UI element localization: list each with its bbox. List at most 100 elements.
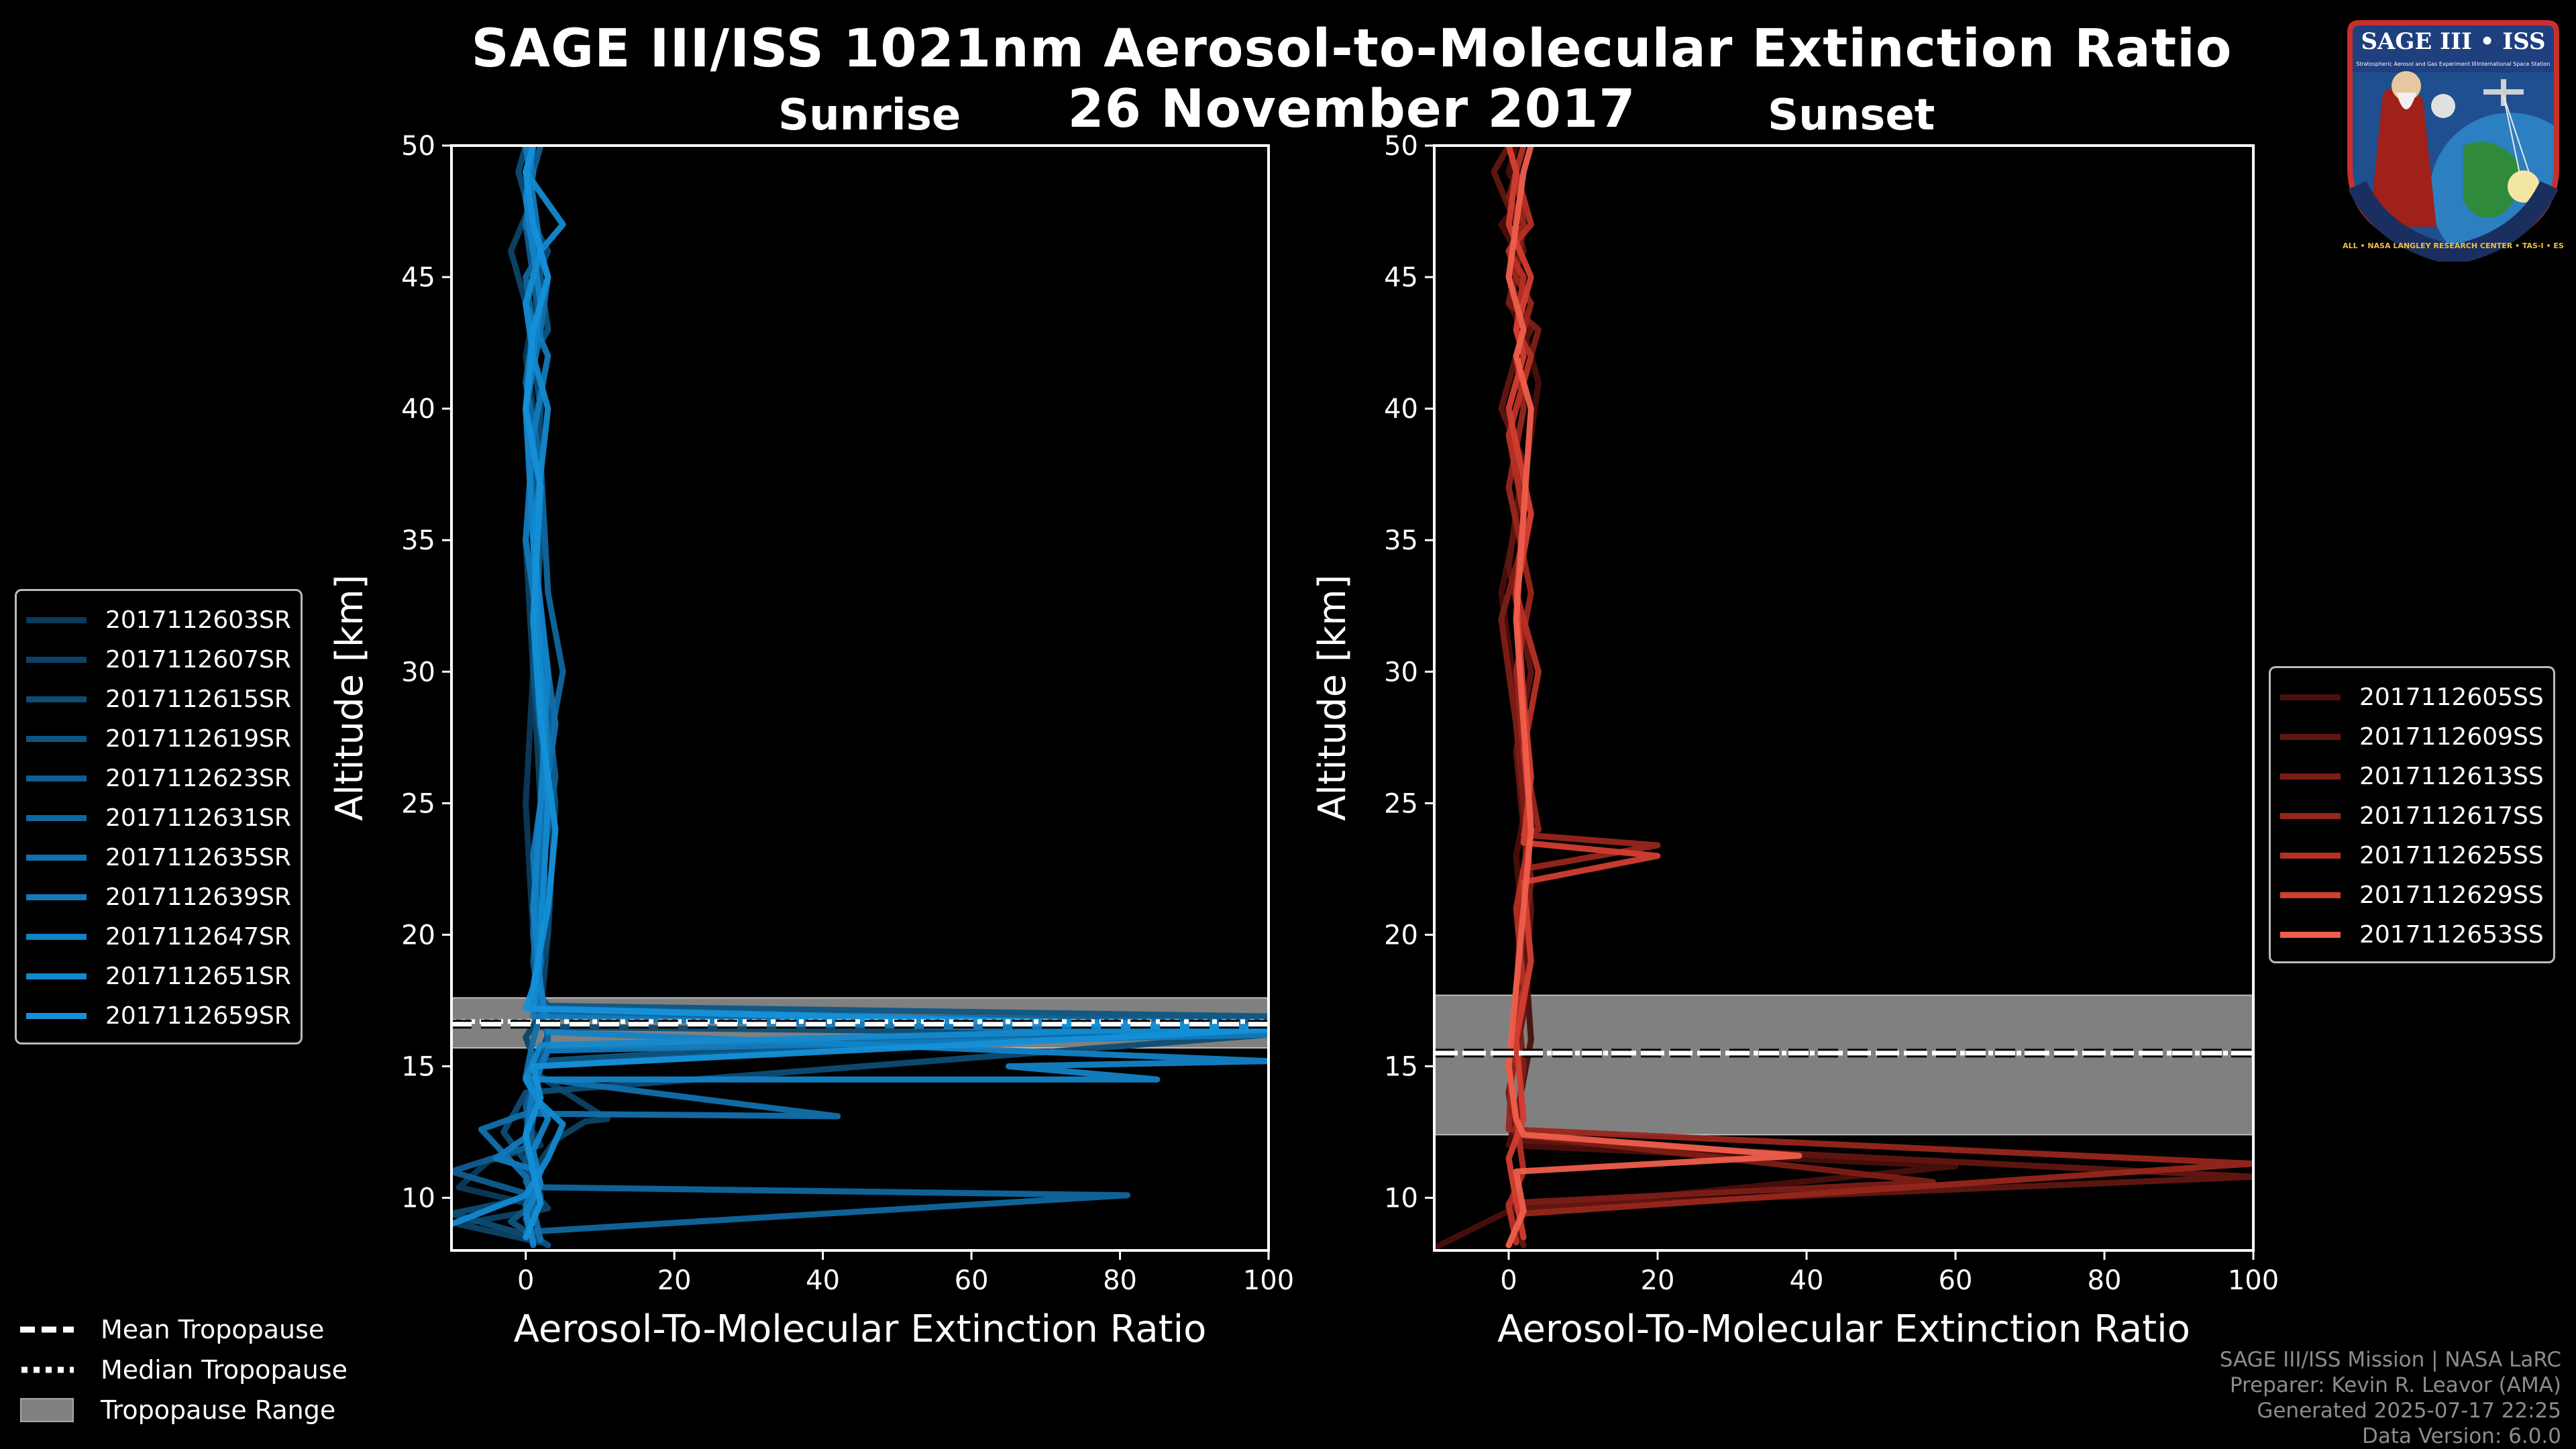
legend-item-2017112603SR: 2017112603SR <box>26 600 291 640</box>
sunset-tropopause-range <box>1434 994 2253 1136</box>
tropopause-legend: Mean Tropopause Median Tropopause Tropop… <box>20 1309 347 1430</box>
sunset-x-tick-label: 80 <box>2088 1265 2122 1296</box>
legend-item-2017112615SR: 2017112615SR <box>26 680 291 719</box>
legend-item-2017112617SS: 2017112617SS <box>2280 796 2544 836</box>
sunrise-x-tick-label: 100 <box>1243 1265 1294 1296</box>
legend-item-2017112623SR: 2017112623SR <box>26 759 291 798</box>
badge-ring-text: BALL • NASA LANGLEY RESEARCH CENTER • TA… <box>2343 241 2564 250</box>
sunset-x-tick-label: 0 <box>1500 1265 1517 1296</box>
legend-median-tropopause: Median Tropopause <box>20 1350 347 1390</box>
legend-label: 2017112605SS <box>2359 684 2544 711</box>
sunset-legend: 2017112605SS 2017112609SS 2017112613SS 2017… <box>2269 666 2555 963</box>
sunset-x-tick-label: 60 <box>1939 1265 1973 1296</box>
legend-item-2017112613SS: 2017112613SS <box>2280 757 2544 796</box>
sunset-y-tick-label: 35 <box>1384 525 1418 556</box>
series-line-2017112651SR <box>451 146 1269 1228</box>
sunset-x-tick-label: 40 <box>1790 1265 1824 1296</box>
legend-label: 2017112623SR <box>105 765 291 792</box>
legend-item-2017112659SR: 2017112659SR <box>26 996 291 1036</box>
legend-swatch-icon <box>26 1013 87 1019</box>
sunrise-x-tick-label: 60 <box>955 1265 989 1296</box>
legend-label: 2017112625SS <box>2359 842 2544 869</box>
chart-date: 26 November 2017 <box>1067 79 1636 140</box>
legend-label: 2017112619SR <box>105 725 291 753</box>
legend-label: 2017112607SR <box>105 646 291 674</box>
legend-swatch-icon <box>26 855 87 861</box>
sunrise-plot: 0 20 40 60 80 100 10 15 20 25 30 35 40 45 50 Aerosol-To… <box>328 131 1294 1351</box>
sunrise-plot-frame <box>450 144 1270 1252</box>
sunrise-x-axis-label: Aerosol-To-Molecular Extinction Ratio <box>514 1307 1207 1351</box>
legend-label: 2017112613SS <box>2359 763 2544 790</box>
sunset-y-axis-label: Altitude [km] <box>1311 574 1354 820</box>
legend-label: 2017112651SR <box>105 963 291 990</box>
legend-label: 2017112631SR <box>105 804 291 832</box>
sunrise-data-layer <box>451 146 1269 1248</box>
legend-label: 2017112653SS <box>2359 921 2544 949</box>
legend-swatch-icon <box>26 973 87 979</box>
sunrise-x-tick-label: 0 <box>517 1265 534 1296</box>
legend-swatch-icon <box>26 934 87 940</box>
legend-item-2017112653SS: 2017112653SS <box>2280 915 2544 955</box>
legend-item-2017112607SR: 2017112607SR <box>26 640 291 680</box>
legend-swatch-icon <box>2280 773 2341 780</box>
sunset-data-layer <box>1434 146 2253 1250</box>
sunset-x-tick-label: 20 <box>1641 1265 1675 1296</box>
dashed-line-icon <box>20 1326 74 1333</box>
legend-label: 2017112609SS <box>2359 723 2544 751</box>
sunrise-x-tick-label: 20 <box>657 1265 692 1296</box>
chart-title: SAGE III/ISS 1021nm Aerosol-to-Molecular… <box>471 19 2233 79</box>
legend-swatch-icon <box>2280 694 2341 700</box>
footer-version: Data Version: 6.0.0 <box>2361 1424 2561 1448</box>
legend-item-2017112639SR: 2017112639SR <box>26 877 291 917</box>
legend-swatch-icon <box>2280 932 2341 938</box>
legend-label: 2017112659SR <box>105 1002 291 1030</box>
legend-item-2017112635SR: 2017112635SR <box>26 838 291 877</box>
sunrise-y-tick-label: 50 <box>401 131 435 162</box>
legend-label: 2017112639SR <box>105 883 291 911</box>
footer-preparer: Preparer: Kevin R. Leavor (AMA) <box>2229 1373 2561 1397</box>
legend-tropopause-range: Tropopause Range <box>20 1390 347 1430</box>
sage-mission-badge-icon: SAGE III • ISS Stratospheric Aerosol and… <box>2343 20 2564 262</box>
legend-mean-label: Mean Tropopause <box>101 1315 325 1344</box>
sunrise-y-axis-label: Altitude [km] <box>328 574 372 820</box>
legend-label: 2017112647SR <box>105 923 291 951</box>
dotted-line-icon <box>21 1366 74 1373</box>
series-line-2017112659SR <box>523 146 1269 1240</box>
footer-generated: Generated 2025-07-17 22:25 <box>2257 1399 2561 1423</box>
sunrise-panel-title: Sunrise <box>778 91 961 140</box>
sunrise-y-tick-label: 40 <box>401 394 435 425</box>
range-swatch-icon <box>20 1398 74 1422</box>
sunset-y-tick-label: 30 <box>1384 657 1418 688</box>
legend-item-2017112619SR: 2017112619SR <box>26 719 291 759</box>
sunrise-y-tick-label: 45 <box>401 262 435 293</box>
legend-label: 2017112629SS <box>2359 881 2544 909</box>
legend-item-2017112629SS: 2017112629SS <box>2280 875 2544 915</box>
sunrise-y-tick-label: 30 <box>401 657 435 688</box>
badge-name-text: SAGE III • ISS <box>2361 28 2545 55</box>
sunset-y-tick-label: 40 <box>1384 394 1418 425</box>
legend-swatch-icon <box>2280 853 2341 859</box>
legend-label: 2017112615SR <box>105 686 291 713</box>
legend-swatch-icon <box>2280 892 2341 898</box>
series-line-2017112653SS <box>1505 146 1803 1248</box>
sunrise-y-tick-label: 20 <box>401 920 435 951</box>
legend-label: 2017112635SR <box>105 844 291 871</box>
legend-range-label: Tropopause Range <box>101 1395 336 1425</box>
sunrise-y-tick-label: 35 <box>401 525 435 556</box>
legend-swatch-icon <box>26 815 87 821</box>
footer-mission: SAGE III/ISS Mission | NASA LaRC <box>2219 1348 2561 1372</box>
legend-label: 2017112617SS <box>2359 802 2544 830</box>
sunset-y-tick-label: 25 <box>1384 788 1418 819</box>
legend-mean-tropopause: Mean Tropopause <box>20 1309 347 1350</box>
legend-item-2017112651SR: 2017112651SR <box>26 957 291 996</box>
sunrise-legend: 2017112603SR 2017112607SR 2017112615SR 2017… <box>15 589 303 1044</box>
sunrise-y-tick-label: 10 <box>401 1183 435 1214</box>
sunset-y-tick-label: 45 <box>1384 262 1418 293</box>
sunrise-x-tick-label: 40 <box>806 1265 840 1296</box>
series-line-2017112605SS <box>1434 146 1959 1250</box>
footer-credits: SAGE III/ISS Mission | NASA LaRC Prepare… <box>2220 1347 2561 1449</box>
legend-swatch-icon <box>26 736 87 742</box>
legend-median-label: Median Tropopause <box>101 1355 347 1385</box>
sunrise-y-tick-label: 15 <box>401 1052 435 1083</box>
